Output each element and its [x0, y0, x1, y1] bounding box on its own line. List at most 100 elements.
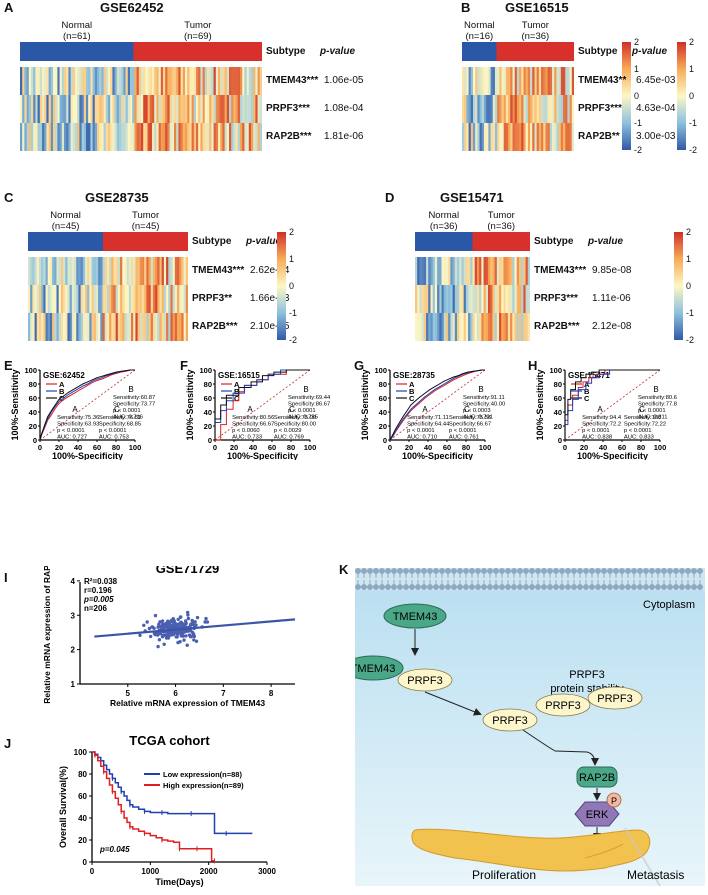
heatmap-cell: [150, 285, 154, 313]
heatmap-cell: [37, 67, 41, 95]
heatmap-cell: [126, 313, 130, 341]
heatmap-cell: [466, 123, 469, 151]
heatmap-cell: [505, 95, 509, 123]
gene-label: PRPF3***: [534, 293, 578, 304]
heatmap-cell: [563, 123, 566, 151]
heatmap-cell: [527, 257, 530, 285]
heatmap-cell: [523, 285, 526, 313]
heatmap-cell: [490, 67, 494, 95]
heatmap-cell: [475, 123, 478, 151]
heatmap-cell: [235, 67, 239, 95]
membrane-lipid: [673, 584, 679, 590]
heatmap-cell: [567, 67, 571, 95]
heatmap-cell: [492, 67, 496, 95]
heatmap-cell: [124, 285, 128, 313]
heatmap-cell: [567, 95, 571, 123]
heatmap-title: GSE62452: [100, 0, 164, 15]
annotation-c: p < 0.0001: [449, 428, 477, 434]
heatmap-cell: [485, 257, 489, 285]
roc-curve-C: [214, 369, 310, 440]
heatmap-cell: [135, 313, 138, 341]
x-axis-label: Time(Days): [155, 877, 203, 887]
normal-group-label: Normal (n=36): [414, 210, 474, 232]
subtype-header: Subtype: [192, 236, 232, 247]
heatmap-cell: [89, 313, 92, 341]
heatmap-cell: [31, 67, 34, 95]
membrane-lipid: [367, 584, 373, 590]
heatmap-cell: [180, 123, 184, 151]
heatmap-cell: [57, 67, 60, 95]
heatmap-cell: [512, 67, 516, 95]
membrane-lipid: [589, 568, 595, 574]
heatmap-cell: [94, 123, 98, 151]
heatmap-cell: [78, 257, 81, 285]
annotation-a: A: [597, 405, 603, 414]
heatmap-cell: [136, 67, 140, 95]
heatmap-cell: [474, 313, 478, 341]
heatmap-cell: [128, 313, 132, 341]
heatmap-cell: [560, 123, 564, 151]
annotation-a: Specificity:72.2: [582, 422, 621, 428]
heatmap-cell: [24, 67, 27, 95]
heatmap-cell: [187, 67, 190, 95]
heatmap-cell: [185, 123, 188, 151]
heatmap-cell: [461, 285, 465, 313]
heatmap-cell: [552, 123, 555, 151]
heatmap-cell: [83, 67, 87, 95]
membrane-lipid: [625, 584, 631, 590]
heatmap-cell: [486, 123, 489, 151]
heatmap-cell: [255, 67, 258, 95]
heatmap-cell: [141, 285, 145, 313]
heatmap-cell: [209, 123, 212, 151]
gene-label: PRPF3***: [578, 103, 622, 114]
heatmap-cell: [554, 67, 557, 95]
heatmap-cell: [161, 257, 165, 285]
heatmap-cell: [492, 95, 496, 123]
membrane-lipid: [415, 584, 421, 590]
heatmap-cell: [558, 67, 562, 95]
colorbar-tick: 1: [686, 254, 692, 264]
heatmap-cell: [114, 95, 118, 123]
membrane-lipid: [391, 568, 397, 574]
heatmap-cell: [229, 123, 232, 151]
membrane-lipid: [385, 584, 391, 590]
heatmap-cell: [488, 67, 491, 95]
heatmap-cell: [507, 313, 511, 341]
annotation-b: B: [303, 385, 308, 394]
heatmap-cell: [94, 67, 98, 95]
heatmap-cell: [193, 67, 197, 95]
heatmap-cell: [483, 67, 487, 95]
scatter-point: [184, 634, 188, 638]
svg-text:PRPF3: PRPF3: [597, 693, 632, 705]
scatter-chart: GSE71729 1 2 3 4 5 6 7 8 Relative mRNA expression…: [42, 566, 296, 708]
heatmap-cell: [155, 313, 158, 341]
chart-title: TCGA cohort: [129, 733, 210, 748]
gene-label: TMEM43**: [578, 75, 627, 86]
heatmap-cell: [492, 257, 496, 285]
heatmap-cell: [523, 123, 527, 151]
membrane-lipid: [457, 584, 463, 590]
heatmap-cell: [31, 95, 34, 123]
heatmap-cell: [170, 313, 174, 341]
scatter-point: [138, 633, 142, 637]
heatmap-cell: [519, 67, 522, 95]
heatmap-cell: [147, 123, 151, 151]
heatmap-cell: [147, 95, 151, 123]
heatmap-cell: [514, 123, 518, 151]
heatmap-cell: [246, 67, 250, 95]
heatmap-cell: [189, 67, 192, 95]
heatmap-cell: [87, 313, 90, 341]
heatmap-cell: [79, 67, 82, 95]
membrane-lipid: [685, 584, 691, 590]
heatmap-cell: [50, 123, 54, 151]
heatmap-cell: [119, 67, 122, 95]
heatmap-cell: [445, 313, 449, 341]
heatmap-cell: [523, 95, 527, 123]
heatmap-cell: [527, 67, 531, 95]
annotation-b: p < 0.0001: [638, 408, 666, 414]
heatmap-cell: [198, 123, 201, 151]
heatmap-cell: [54, 257, 57, 285]
membrane-lipid: [481, 584, 487, 590]
normal-name: Normal: [50, 210, 81, 221]
scatter-point: [194, 639, 199, 643]
